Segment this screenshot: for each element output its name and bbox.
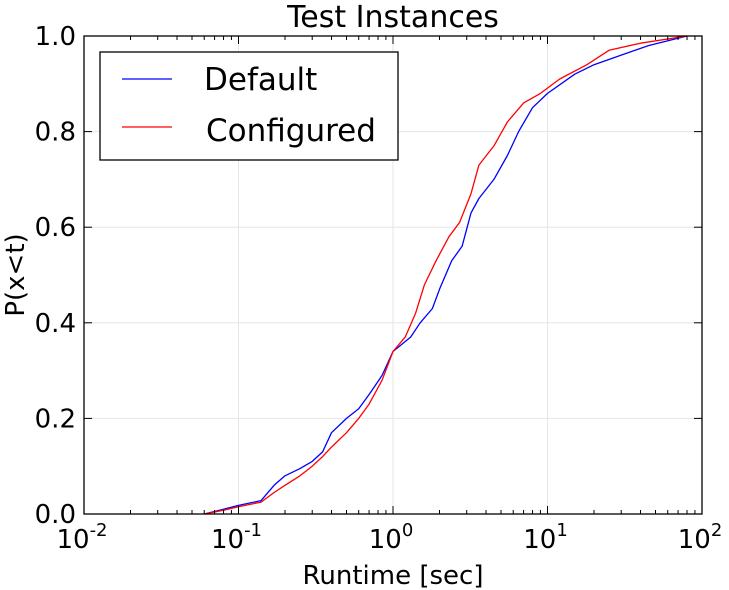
y-tick-label: 0.6 bbox=[35, 213, 76, 243]
x-tick-label-exponent: -2 bbox=[90, 520, 108, 541]
x-tick-label-base: 10 bbox=[523, 525, 556, 555]
y-tick-label: 0.0 bbox=[35, 500, 76, 530]
legend: Default Configured bbox=[99, 51, 399, 161]
x-tick-label: 100 bbox=[369, 520, 414, 555]
y-tick-label: 0.4 bbox=[35, 309, 76, 339]
y-tick-label: 0.8 bbox=[35, 118, 76, 148]
x-tick-label-base: 10 bbox=[211, 525, 244, 555]
series-layer bbox=[204, 35, 688, 515]
series-line-default bbox=[204, 35, 688, 515]
x-tick-label-base: 10 bbox=[678, 525, 711, 555]
x-tick-label-base: 10 bbox=[369, 525, 402, 555]
x-axis-label: Runtime [sec] bbox=[303, 561, 484, 590]
legend-box bbox=[99, 51, 399, 161]
y-axis-label: P(x<t) bbox=[1, 233, 31, 316]
chart-title: Test Instances bbox=[286, 0, 499, 35]
x-tick-label-exponent: 2 bbox=[711, 520, 722, 541]
x-tick-label-exponent: 0 bbox=[402, 520, 413, 541]
x-tick-label-exponent: -1 bbox=[244, 520, 262, 541]
x-tick-label: 102 bbox=[678, 520, 723, 555]
x-tick-label-exponent: 1 bbox=[556, 520, 567, 541]
x-tick-label: 10-2 bbox=[56, 520, 107, 555]
x-tick-label: 101 bbox=[523, 520, 568, 555]
x-tick-label-base: 10 bbox=[56, 525, 89, 555]
y-tick-label: 0.2 bbox=[35, 404, 76, 434]
x-tick-label: 10-1 bbox=[211, 520, 262, 555]
legend-label-configured: Configured bbox=[206, 113, 376, 149]
series-line-configured bbox=[204, 35, 688, 515]
legend-label-default: Default bbox=[204, 62, 317, 98]
y-tick-label: 1.0 bbox=[35, 22, 76, 52]
